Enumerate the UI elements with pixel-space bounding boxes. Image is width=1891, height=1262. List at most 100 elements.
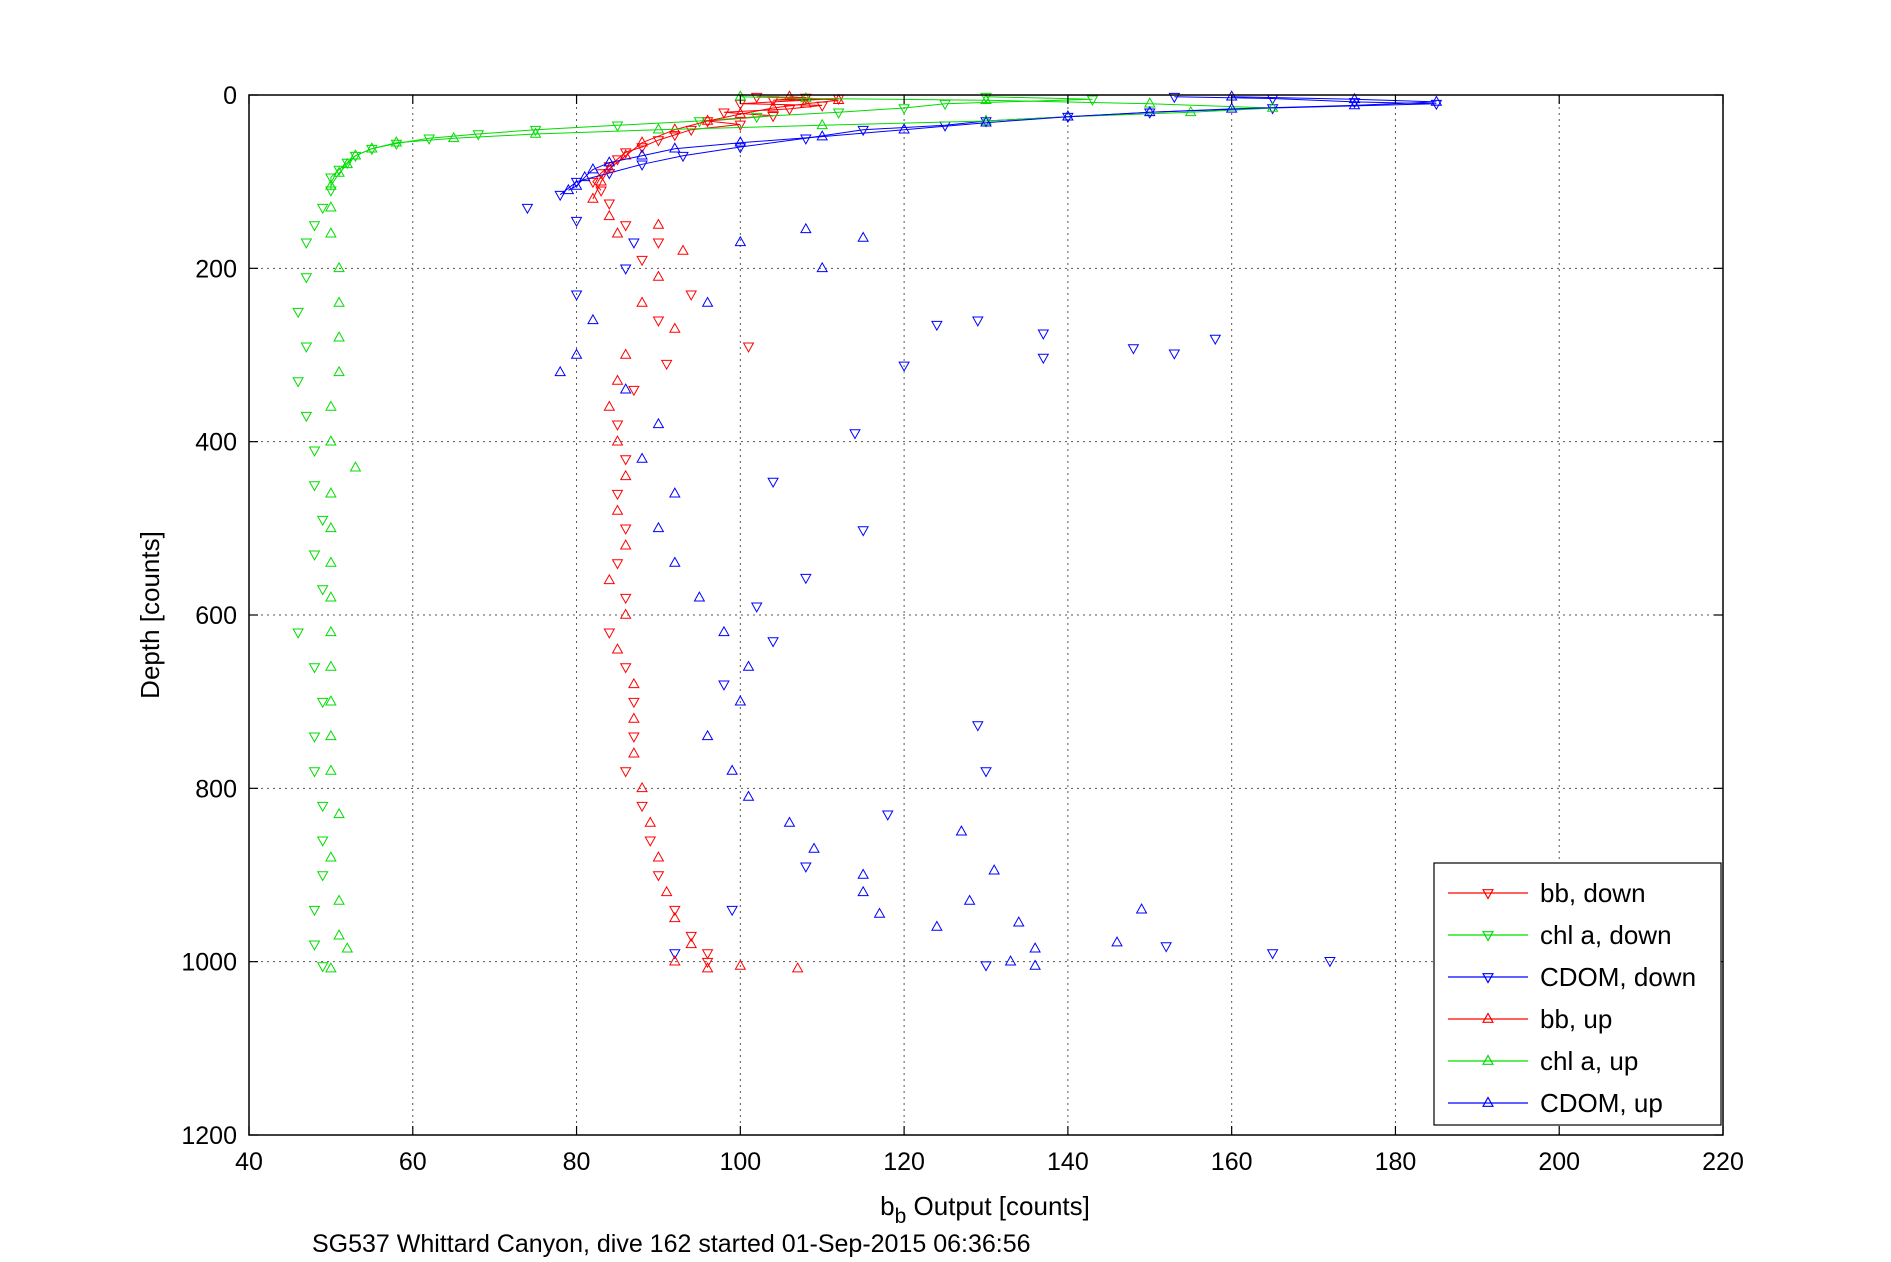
data-point-cdom-down xyxy=(1127,344,1140,355)
data-point-cdom-down xyxy=(881,810,894,821)
data-point-cdom-up xyxy=(734,695,747,706)
data-point-cdom-up xyxy=(955,825,968,836)
data-point-cdom-down xyxy=(570,216,583,228)
data-point-chl-a-up xyxy=(341,942,354,953)
data-point-cdom-up xyxy=(652,521,665,533)
data-point-bb-up xyxy=(619,348,632,359)
data-point-bb-up xyxy=(628,677,640,689)
data-point-bb-down xyxy=(685,931,698,943)
data-point-cdom-down xyxy=(898,361,910,372)
data-point-bb-down xyxy=(628,385,640,397)
data-point-bb-up xyxy=(800,97,812,108)
data-layer xyxy=(292,90,1443,973)
data-point-bb-down xyxy=(595,186,607,197)
data-point-chl-a-up xyxy=(652,123,665,134)
data-point-chl-a-down xyxy=(308,732,321,743)
data-point-chl-a-up xyxy=(333,331,345,342)
x-tick-label: 100 xyxy=(719,1148,761,1176)
legend-label: bb, up xyxy=(1540,1004,1612,1034)
data-point-chl-a-down xyxy=(300,411,313,423)
data-point-cdom-up xyxy=(1225,102,1238,113)
data-point-bb-up xyxy=(652,851,665,862)
data-point-bb-up xyxy=(587,192,599,203)
data-point-cdom-up xyxy=(1004,955,1017,966)
data-point-bb-up xyxy=(611,435,624,446)
legend-marker xyxy=(1482,973,1494,984)
data-point-bb-up xyxy=(628,747,640,758)
data-point-chl-a-down xyxy=(292,307,304,319)
data-point-bb-down xyxy=(619,593,632,605)
data-point-chl-a-up xyxy=(325,962,337,973)
series-line-cdom-up xyxy=(568,96,1437,191)
legend-label: chl a, up xyxy=(1540,1046,1638,1076)
series-line-bb-down xyxy=(592,96,839,191)
data-point-bb-up xyxy=(669,322,681,333)
data-point-bb-up xyxy=(611,374,624,385)
data-point-cdom-up xyxy=(783,816,796,827)
data-point-bb-down xyxy=(636,255,648,267)
data-point-cdom-down xyxy=(972,721,984,732)
data-point-bb-up xyxy=(619,608,632,619)
data-point-chl-a-up xyxy=(325,764,337,775)
data-point-chl-a-down xyxy=(316,801,329,813)
data-point-chl-a-up xyxy=(325,521,337,533)
data-point-cdom-down xyxy=(800,862,812,873)
data-point-chl-a-up xyxy=(349,461,362,472)
data-point-chl-a-up xyxy=(325,591,337,602)
data-point-cdom-up xyxy=(1430,95,1443,106)
data-point-chl-a-down xyxy=(300,342,313,353)
data-point-bb-down xyxy=(750,92,763,104)
data-point-bb-down xyxy=(603,628,616,639)
data-point-chl-a-down xyxy=(939,99,951,111)
y-tick-label: 200 xyxy=(195,255,237,283)
data-point-cdom-up xyxy=(742,790,755,801)
data-point-bb-down xyxy=(603,199,616,210)
legend-label: chl a, down xyxy=(1540,920,1672,950)
data-point-cdom-up xyxy=(701,296,714,307)
y-tick-label: 800 xyxy=(195,775,237,803)
data-point-chl-a-up xyxy=(349,149,362,160)
data-point-cdom-down xyxy=(1160,942,1172,953)
data-point-bb-up xyxy=(636,781,648,793)
data-point-cdom-up xyxy=(587,163,599,174)
data-point-bb-down xyxy=(619,767,632,778)
data-point-chl-a-up xyxy=(1184,105,1197,117)
data-point-cdom-up xyxy=(1012,916,1025,927)
data-point-bb-down xyxy=(628,697,640,709)
data-point-bb-up xyxy=(636,296,648,307)
data-point-chl-a-up xyxy=(333,929,345,940)
data-point-chl-a-down xyxy=(325,186,337,197)
legend: bb, down chl a, down CDOM, down bb, up chl a… xyxy=(1433,862,1722,1126)
data-point-cdom-up xyxy=(1348,98,1361,110)
data-point-chl-a-down xyxy=(529,125,542,137)
legend-marker xyxy=(1482,931,1494,942)
data-point-bb-down xyxy=(619,524,632,535)
data-point-chl-a-down xyxy=(316,515,329,527)
data-point-cdom-down xyxy=(521,203,534,215)
data-point-cdom-up xyxy=(619,383,632,394)
data-point-cdom-up xyxy=(718,625,730,637)
data-point-chl-a-up xyxy=(325,625,337,637)
data-point-cdom-down xyxy=(931,320,943,332)
data-point-chl-a-up xyxy=(325,227,337,238)
legend-label: CDOM, down xyxy=(1540,962,1696,992)
data-point-cdom-up xyxy=(742,660,755,671)
data-point-chl-a-down xyxy=(300,273,313,284)
data-point-bb-down xyxy=(701,949,714,960)
data-point-chl-a-down xyxy=(472,130,485,141)
data-point-chl-a-up xyxy=(333,365,345,377)
data-point-chl-a-down xyxy=(300,238,313,249)
data-point-cdom-up xyxy=(898,123,910,134)
data-point-bb-down xyxy=(644,836,657,847)
data-point-bb-down xyxy=(660,359,673,371)
x-tick-label: 200 xyxy=(1538,1148,1580,1176)
caption: SG537 Whittard Canyon, dive 162 started … xyxy=(312,1230,1031,1258)
data-point-bb-up xyxy=(701,114,714,125)
data-point-cdom-up xyxy=(931,920,943,931)
data-point-bb-up xyxy=(636,136,648,147)
data-point-cdom-down xyxy=(1266,949,1279,960)
data-point-bb-down xyxy=(718,108,730,119)
data-point-cdom-up xyxy=(816,130,829,141)
data-point-chl-a-up xyxy=(325,400,337,411)
data-point-bb-up xyxy=(669,911,681,923)
